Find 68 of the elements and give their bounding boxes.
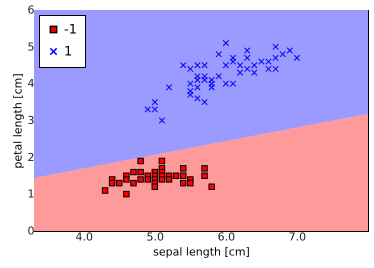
point [222, 40, 230, 46]
point [123, 190, 130, 198]
point [216, 73, 222, 80]
legend-label: 1 [64, 44, 72, 60]
point [130, 180, 137, 186]
x-tick-label: 7.0 [288, 230, 306, 244]
point [294, 54, 300, 62]
point [116, 180, 123, 186]
y-tick-label: 6 [28, 4, 34, 16]
point [158, 176, 166, 183]
point [137, 158, 144, 164]
y-tick-label: 3 [28, 114, 34, 127]
point [272, 66, 279, 72]
point [194, 62, 201, 68]
point [180, 180, 186, 186]
point [201, 172, 208, 179]
point [144, 106, 151, 113]
point [158, 117, 166, 124]
point [194, 95, 201, 102]
y-axis-title: petal length [cm] [12, 73, 24, 169]
point [187, 180, 194, 186]
point [201, 76, 208, 84]
legend-label: -1 [64, 22, 77, 38]
point [208, 184, 215, 190]
point [258, 58, 265, 65]
x-tick-label: 6.0 [218, 230, 236, 244]
point [172, 172, 180, 179]
y-tick-label: 2 [28, 150, 34, 164]
point [201, 98, 208, 106]
point [137, 168, 144, 176]
point [137, 176, 144, 183]
point [230, 54, 236, 62]
point [272, 54, 279, 62]
point [201, 165, 208, 172]
point [222, 62, 230, 68]
point [123, 176, 130, 183]
point [201, 62, 208, 68]
x-tick-label: 5.0 [146, 230, 164, 244]
point [158, 158, 166, 164]
point [102, 187, 108, 194]
point [230, 58, 236, 65]
point [208, 80, 215, 87]
point [216, 50, 222, 58]
point [166, 84, 172, 91]
point [166, 176, 172, 183]
point [272, 44, 279, 50]
point [180, 165, 186, 172]
point [108, 180, 116, 186]
y-tick-label: 1 [28, 188, 34, 201]
point [180, 172, 186, 179]
x-axis-title: sepal length [cm] [153, 246, 250, 258]
point [144, 176, 151, 183]
point [187, 91, 194, 98]
point [194, 73, 201, 80]
point [187, 66, 194, 72]
point [230, 80, 236, 87]
point [279, 50, 286, 58]
point [130, 168, 137, 176]
point [201, 73, 208, 80]
point [286, 47, 294, 54]
y-tick-label: 0 [28, 224, 34, 238]
point [152, 184, 158, 190]
y-tick-label: 4 [28, 77, 34, 90]
y-tick-label: 5 [28, 40, 34, 54]
point [244, 66, 250, 72]
point [180, 62, 186, 68]
point [222, 80, 230, 87]
x-tick-label: 4.0 [75, 230, 93, 244]
